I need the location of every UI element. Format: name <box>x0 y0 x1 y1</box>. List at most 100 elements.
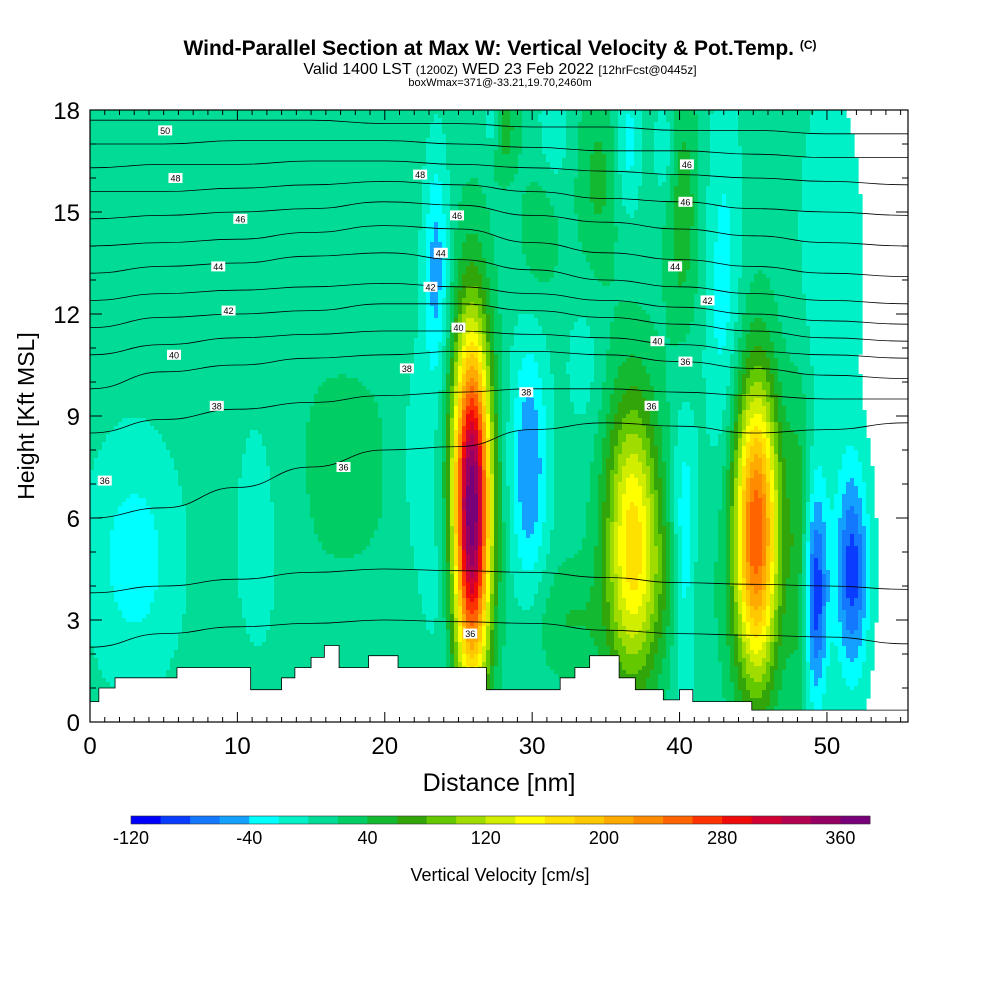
velocity-cell <box>478 514 483 519</box>
velocity-cell <box>738 482 743 487</box>
velocity-cell <box>442 550 447 555</box>
velocity-cell <box>262 442 307 447</box>
velocity-cell <box>490 530 495 535</box>
velocity-cell <box>674 118 699 123</box>
velocity-cell <box>706 254 715 259</box>
velocity-cell <box>742 510 747 515</box>
velocity-cell <box>846 482 855 487</box>
velocity-cell <box>606 178 615 183</box>
velocity-cell <box>602 382 615 387</box>
velocity-cell <box>858 458 871 463</box>
velocity-cell <box>650 514 655 519</box>
velocity-cell <box>870 550 879 555</box>
velocity-cell <box>486 542 491 547</box>
velocity-cell <box>706 430 723 435</box>
velocity-cell <box>610 326 655 331</box>
velocity-cell <box>414 350 431 355</box>
velocity-cell <box>750 438 755 443</box>
velocity-cell <box>542 538 551 543</box>
velocity-cell <box>646 526 651 531</box>
velocity-cell <box>518 370 539 375</box>
velocity-cell <box>742 250 803 255</box>
velocity-cell <box>782 538 795 543</box>
velocity-cell <box>418 234 427 239</box>
velocity-cell <box>698 174 711 179</box>
velocity-cell <box>538 114 567 119</box>
velocity-cell <box>454 438 459 443</box>
velocity-cell <box>434 474 443 479</box>
velocity-cell <box>530 394 543 399</box>
velocity-cell <box>586 534 599 539</box>
velocity-cell <box>842 546 847 551</box>
velocity-cell <box>746 454 751 459</box>
velocity-cell <box>450 418 455 423</box>
velocity-cell <box>510 554 519 559</box>
velocity-cell <box>706 418 723 423</box>
velocity-cell <box>610 118 619 123</box>
velocity-cell <box>542 526 555 531</box>
velocity-cell <box>822 538 827 543</box>
velocity-cell <box>590 390 603 395</box>
velocity-cell <box>566 146 579 151</box>
velocity-cell <box>494 458 499 463</box>
velocity-cell <box>722 502 727 507</box>
velocity-cell <box>590 158 607 163</box>
velocity-cell <box>566 366 595 371</box>
velocity-cell <box>274 534 319 539</box>
velocity-cell <box>766 394 771 399</box>
velocity-cell <box>762 542 767 547</box>
velocity-cell <box>526 398 535 403</box>
velocity-cell <box>666 542 671 547</box>
velocity-cell <box>662 278 679 283</box>
velocity-cell <box>674 566 679 571</box>
velocity-cell <box>494 322 503 327</box>
velocity-cell <box>670 554 675 559</box>
velocity-cell <box>802 478 807 483</box>
velocity-cell <box>866 538 871 543</box>
velocity-cell <box>454 570 459 575</box>
velocity-cell <box>478 414 483 419</box>
velocity-cell <box>846 522 859 527</box>
velocity-cell <box>482 442 487 447</box>
velocity-cell <box>842 462 863 467</box>
velocity-cell <box>626 482 639 487</box>
velocity-cell <box>238 522 275 527</box>
velocity-cell <box>90 366 415 371</box>
velocity-cell <box>746 370 751 375</box>
velocity-cell <box>734 546 739 551</box>
velocity-cell <box>626 414 639 419</box>
velocity-cell <box>90 246 419 251</box>
velocity-cell <box>822 510 843 515</box>
velocity-cell <box>738 386 743 391</box>
velocity-cell <box>602 458 607 463</box>
velocity-cell <box>494 358 499 363</box>
velocity-cell <box>602 398 611 403</box>
velocity-cell <box>806 146 855 151</box>
velocity-cell <box>158 542 187 547</box>
velocity-cell <box>746 378 767 383</box>
velocity-cell <box>594 458 603 463</box>
velocity-cell <box>490 322 495 327</box>
velocity-cell <box>466 442 475 447</box>
velocity-cell <box>186 534 239 539</box>
velocity-cell <box>862 514 871 519</box>
velocity-cell <box>690 498 699 503</box>
velocity-cell <box>498 370 503 375</box>
velocity-cell <box>502 534 507 539</box>
velocity-cell <box>730 490 735 495</box>
velocity-cell <box>690 562 695 567</box>
velocity-cell <box>110 550 159 555</box>
velocity-cell <box>670 122 675 127</box>
velocity-cell <box>458 294 467 299</box>
velocity-cell <box>490 366 495 371</box>
velocity-cell <box>502 314 519 319</box>
velocity-cell <box>674 222 695 227</box>
velocity-cell <box>770 514 775 519</box>
velocity-cell <box>670 466 675 471</box>
velocity-cell <box>442 274 447 279</box>
velocity-cell <box>550 202 575 207</box>
velocity-cell <box>546 514 555 519</box>
velocity-cell <box>454 302 459 307</box>
velocity-cell <box>562 158 579 163</box>
velocity-cell <box>662 454 671 459</box>
